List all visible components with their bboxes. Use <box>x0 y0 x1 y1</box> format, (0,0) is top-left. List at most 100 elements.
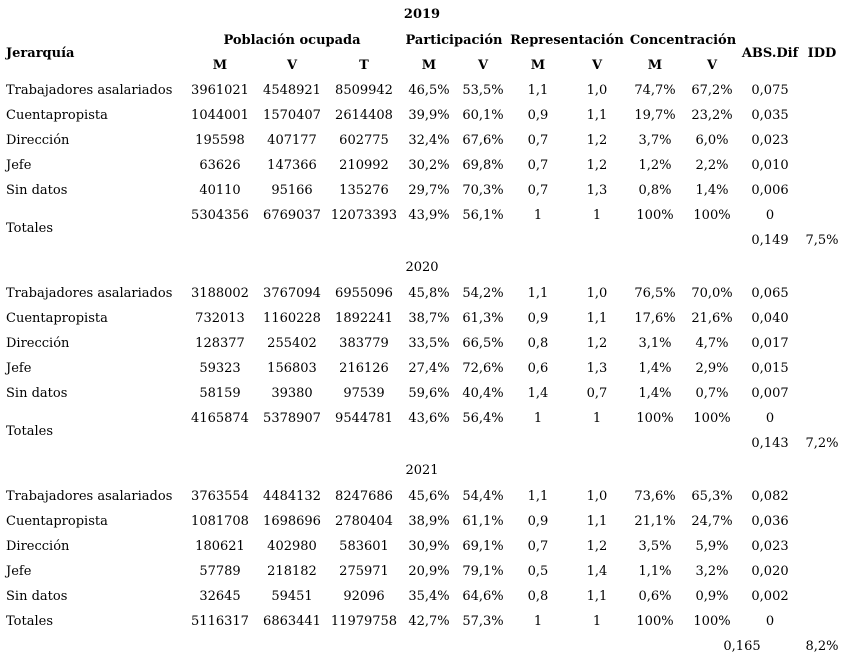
sub-header-m: M <box>530 57 546 73</box>
cell-value: 383779 <box>339 336 389 351</box>
cell-value: 195598 <box>195 133 245 148</box>
cell-value: 58159 <box>199 386 241 401</box>
row-label: Jefe <box>6 158 32 173</box>
totals-value: 5378907 <box>263 411 321 426</box>
row-label: Jefe <box>6 361 32 376</box>
cell-value: 1,2% <box>638 158 672 173</box>
abs-dif-sum-value: 0,165 <box>723 639 761 654</box>
cell-value: 0,5 <box>527 564 549 579</box>
cell-empty <box>800 534 844 559</box>
group-header-concentracion: Concentración <box>629 32 737 48</box>
abs-dif-sum-value: 0,143 <box>751 436 789 451</box>
cell-value: 0,7% <box>695 386 729 401</box>
cell-value: 8509942 <box>335 83 393 98</box>
sub-header-t: T <box>359 57 369 73</box>
cell-value: 4484132 <box>263 489 321 504</box>
cell-value: 0,9 <box>527 514 549 529</box>
totals-value: 100% <box>693 614 731 629</box>
cell-value: 21,1% <box>634 514 676 529</box>
cell-value: 3961021 <box>191 83 249 98</box>
cell-value: 3,7% <box>638 133 672 148</box>
cell-value: 21,6% <box>691 311 733 326</box>
cell-value: 1570407 <box>263 108 321 123</box>
table-row: Dirección 128377 255402 383779 33,5% 66,5% 0,8… <box>0 331 844 356</box>
cell-value: 0,006 <box>751 183 789 198</box>
group-header-participacion: Participación <box>405 32 503 48</box>
cell-value: 76,5% <box>634 286 676 301</box>
group-header-poblacion-ocupada: Población ocupada <box>223 32 361 48</box>
totals-label: Totales <box>6 614 53 629</box>
cell-value: 45,8% <box>408 286 450 301</box>
cell-empty <box>800 406 844 431</box>
cell-value: 255402 <box>267 336 317 351</box>
totals-row: Totales 5304356 6769037 12073393 43,9% 56,1% 1… <box>0 203 844 236</box>
cell-value: 0,6% <box>638 589 672 604</box>
cell-empty <box>0 634 684 659</box>
table-row: Jefe 59323 156803 216126 27,4% 72,6% 0,6 1,3 1,4… <box>0 356 844 381</box>
cell-value: 0,7 <box>527 158 549 173</box>
cell-value: 407177 <box>267 133 317 148</box>
cell-value: 59323 <box>199 361 241 376</box>
cell-value: 53,5% <box>462 83 504 98</box>
cell-value: 1,2 <box>586 539 608 554</box>
cell-value: 59,6% <box>408 386 450 401</box>
column-group-header-row: Jerarquía Población ocupada Participació… <box>0 28 844 61</box>
year-row-2019: 2019 <box>0 0 844 28</box>
totals-value: 100% <box>693 411 731 426</box>
cell-value: 32645 <box>199 589 241 604</box>
totals-value: 100% <box>636 614 674 629</box>
cell-value: 61,1% <box>462 514 504 529</box>
cell-value: 0,065 <box>751 286 789 301</box>
sub-header-v: V <box>286 57 298 73</box>
cell-empty <box>800 78 844 103</box>
cell-value: 602775 <box>339 133 389 148</box>
cell-value: 70,0% <box>691 286 733 301</box>
cell-value: 1,2 <box>586 336 608 351</box>
cell-value: 4,7% <box>695 336 729 351</box>
cell-value: 0,040 <box>751 311 789 326</box>
cell-value: 1,4% <box>638 386 672 401</box>
cell-value: 0,7 <box>527 539 549 554</box>
sub-header-row: M V T M V M V M V <box>0 52 844 78</box>
cell-value: 66,5% <box>462 336 504 351</box>
idd-value: 8,2% <box>805 639 839 654</box>
cell-value: 33,5% <box>408 336 450 351</box>
cell-value: 67,2% <box>691 83 733 98</box>
abs-dif-sum-value: 0,149 <box>751 233 789 248</box>
idd-value: 7,5% <box>805 233 839 248</box>
cell-value: 0,9% <box>695 589 729 604</box>
totals-value: 1 <box>533 208 543 223</box>
cell-value: 1892241 <box>335 311 393 326</box>
table-row: Cuentapropista 1044001 1570407 2614408 39,9%… <box>0 103 844 128</box>
cell-value: 1,1 <box>586 514 608 529</box>
cell-empty <box>184 431 740 456</box>
cell-value: 1,0 <box>586 489 608 504</box>
totals-value: 100% <box>693 208 731 223</box>
year-title: 2020 <box>405 259 439 275</box>
cell-value: 1,2 <box>586 158 608 173</box>
cell-value: 275971 <box>339 564 389 579</box>
cell-value: 2,2% <box>695 158 729 173</box>
cell-value: 3767094 <box>263 286 321 301</box>
cell-value: 23,2% <box>691 108 733 123</box>
cell-value: 0,010 <box>751 158 789 173</box>
cell-value: 0,007 <box>751 386 789 401</box>
cell-value: 0,8 <box>527 589 549 604</box>
sub-header-v: V <box>706 57 718 73</box>
year-row-2021: 2021 <box>0 456 844 484</box>
cell-value: 0,8% <box>638 183 672 198</box>
totals-value: 1 <box>592 208 602 223</box>
cell-empty <box>800 356 844 381</box>
cell-empty <box>800 331 844 356</box>
cell-empty <box>800 153 844 178</box>
cell-value: 24,7% <box>691 514 733 529</box>
cell-value: 180621 <box>195 539 245 554</box>
cell-value: 2,9% <box>695 361 729 376</box>
totals-value: 100% <box>636 208 674 223</box>
cell-value: 156803 <box>267 361 317 376</box>
cell-value: 61,3% <box>462 311 504 326</box>
cell-value: 35,4% <box>408 589 450 604</box>
cell-value: 3188002 <box>191 286 249 301</box>
cell-value: 74,7% <box>634 83 676 98</box>
row-label: Cuentapropista <box>6 311 108 326</box>
